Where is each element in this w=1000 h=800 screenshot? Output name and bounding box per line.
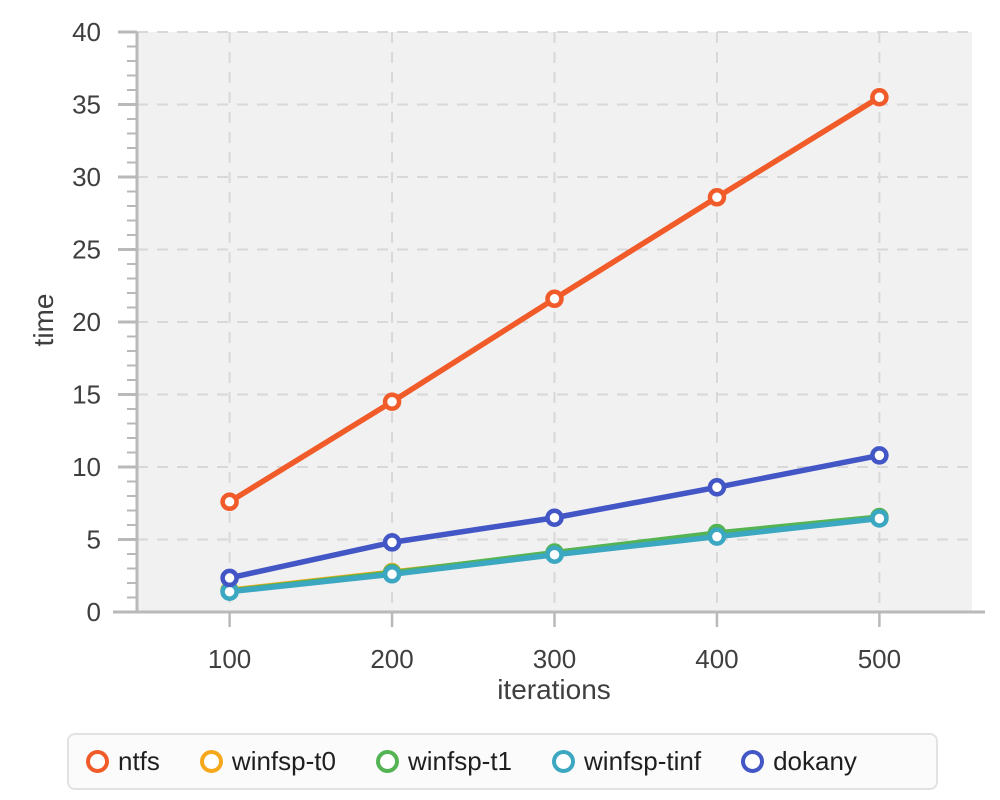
series-marker-winfsp-tinf xyxy=(545,545,564,564)
series-marker-winfsp-tinf xyxy=(707,527,727,546)
y-tick-label: 25 xyxy=(72,235,101,265)
x-tick-label: 400 xyxy=(695,644,738,674)
legend-marker-icon xyxy=(741,750,765,773)
y-tick-label: 35 xyxy=(72,90,101,120)
legend-item-winfsp-t1: winfsp-t1 xyxy=(375,746,513,777)
series-marker-winfsp-tinf xyxy=(870,509,889,528)
legend-label: dokany xyxy=(773,746,857,776)
series-marker-ntfs xyxy=(870,88,889,107)
legend-marker-icon xyxy=(375,750,399,773)
legend-marker-icon xyxy=(552,750,576,773)
series-marker-dokany xyxy=(382,533,402,552)
legend-marker-icon xyxy=(199,750,223,773)
legend-marker-icon xyxy=(86,750,109,773)
x-axis-title: iterations xyxy=(497,674,611,705)
x-tick-label: 500 xyxy=(858,644,901,674)
y-tick-label: 15 xyxy=(72,380,101,410)
series-marker-ntfs xyxy=(545,289,564,309)
y-tick-label: 5 xyxy=(87,525,101,555)
legend-item-winfsp-t0: winfsp-t0 xyxy=(199,746,336,777)
legend-label: winfsp-t0 xyxy=(231,746,336,776)
x-tick-label: 300 xyxy=(533,644,576,674)
y-tick-label: 20 xyxy=(72,307,101,337)
series-marker-ntfs xyxy=(382,392,402,411)
y-tick-label: 0 xyxy=(87,597,101,627)
series-marker-dokany xyxy=(545,508,564,527)
series-marker-dokany xyxy=(870,446,889,465)
legend-label: ntfs xyxy=(118,746,160,776)
legend-item-dokany: dokany xyxy=(741,746,857,777)
y-tick-label: 10 xyxy=(72,452,101,482)
series-marker-ntfs xyxy=(220,492,239,512)
y-axis-title: time xyxy=(28,293,59,347)
y-tick-label: 40 xyxy=(72,17,101,47)
legend-item-ntfs: ntfs xyxy=(86,746,160,777)
legend-label: winfsp-t1 xyxy=(407,746,513,776)
x-tick-label: 200 xyxy=(370,644,413,674)
y-tick-label: 30 xyxy=(72,162,101,192)
series-marker-dokany xyxy=(707,478,727,497)
x-tick-label: 100 xyxy=(208,644,251,674)
legend-item-winfsp-tinf: winfsp-tinf xyxy=(552,746,701,777)
legend-label: winfsp-tinf xyxy=(584,746,702,776)
series-marker-ntfs xyxy=(707,188,727,207)
legend: ntfs winfsp-t0 winfsp-t1 winfsp-tinf dokany xyxy=(67,733,938,790)
series-marker-winfsp-tinf xyxy=(382,565,402,584)
series-marker-dokany xyxy=(220,568,239,588)
